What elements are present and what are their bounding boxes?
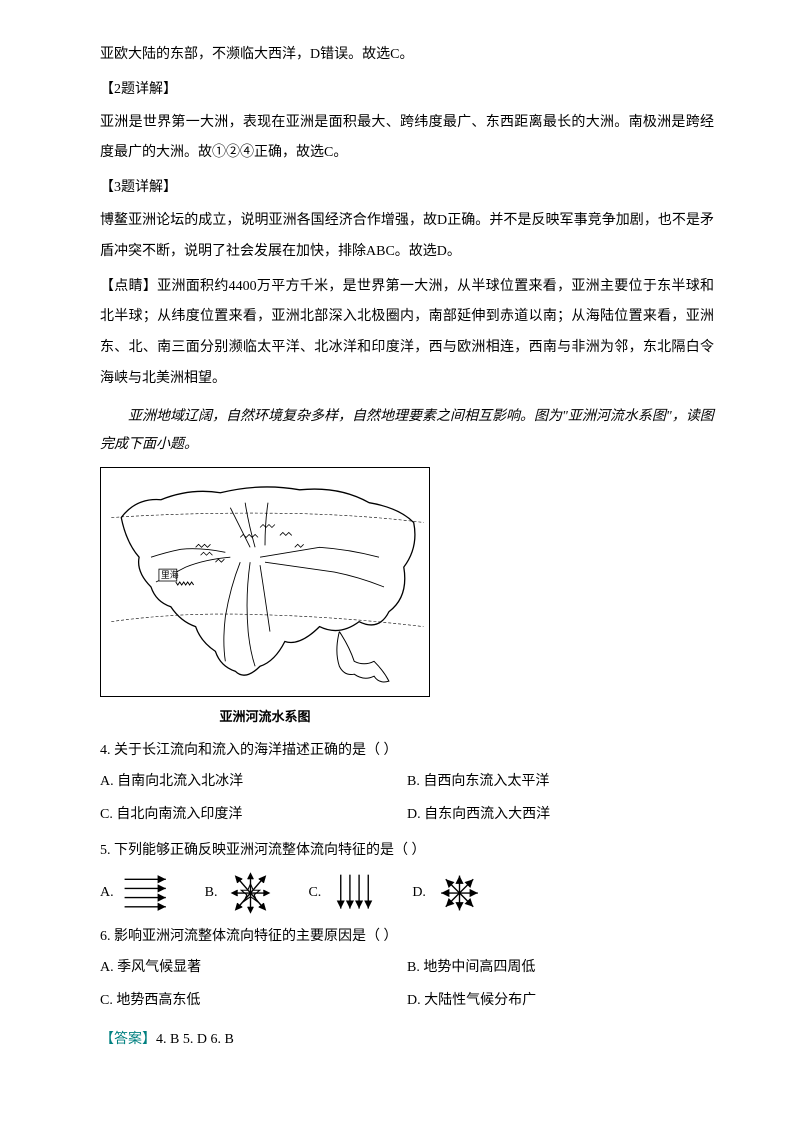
para-4-dianqing: 【点睛】亚洲面积约4400万平方千米，是世界第一大洲，从半球位置来看，亚洲主要位… xyxy=(100,272,714,395)
q6-opt-d: D. 大陆性气候分布广 xyxy=(407,986,714,1017)
q4-options-row2: C. 自北向南流入印度洋 D. 自东向西流入大西洋 xyxy=(100,800,714,831)
q5-stem: 5. 下列能够正确反映亚洲河流整体流向特征的是（ ） xyxy=(100,837,714,865)
q6-options-row2: C. 地势西高东低 D. 大陆性气候分布广 xyxy=(100,986,714,1017)
q5-label-a: A. xyxy=(100,878,114,909)
answer-text: 4. B 5. D 6. B xyxy=(156,1032,234,1047)
para-2: 亚洲是世界第一大洲，表现在亚洲是面积最大、跨纬度最广、东西距离最长的大洲。南极洲… xyxy=(100,108,714,170)
q5-icon-row: A. B. C. xyxy=(100,869,714,917)
map-label-caspian: 里海 xyxy=(161,569,179,580)
q6-opt-b: B. 地势中间高四周低 xyxy=(407,953,714,984)
answer-label: 【答案】 xyxy=(100,1032,156,1047)
q5-opt-b: B. xyxy=(205,869,279,917)
q6-opt-c: C. 地势西高东低 xyxy=(100,986,407,1017)
q4-options-row1: A. 自南向北流入北冰洋 B. 自西向东流入太平洋 xyxy=(100,767,714,798)
q6-opt-a: A. 季风气候显著 xyxy=(100,953,407,984)
q4-opt-b: B. 自西向东流入太平洋 xyxy=(407,767,714,798)
q4-opt-c: C. 自北向南流入印度洋 xyxy=(100,800,407,831)
parallel-down-icon xyxy=(327,869,382,917)
star-burst-icon xyxy=(223,869,278,917)
answer-line: 【答案】4. B 5. D 6. B xyxy=(100,1025,714,1056)
q5-label-c: C. xyxy=(308,878,321,909)
q5-label-d: D. xyxy=(412,878,426,909)
heading-q3: 【3题详解】 xyxy=(100,173,714,204)
q5-label-b: B. xyxy=(205,878,218,909)
q5-opt-d: D. xyxy=(412,869,487,917)
q5-opt-c: C. xyxy=(308,869,382,917)
para-1: 亚欧大陆的东部，不濒临大西洋，D错误。故选C。 xyxy=(100,40,714,71)
para-3: 博鳌亚洲论坛的成立，说明亚洲各国经济合作增强，故D正确。并不是反映军事竞争加剧，… xyxy=(100,206,714,268)
q4-opt-d: D. 自东向西流入大西洋 xyxy=(407,800,714,831)
q6-stem: 6. 影响亚洲河流整体流向特征的主要原因是（ ） xyxy=(100,923,714,951)
asia-rivers-map: 里海 xyxy=(100,467,430,697)
q5-opt-a: A. xyxy=(100,869,175,917)
map-svg: 里海 xyxy=(101,468,429,696)
map-caption: 亚洲河流水系图 xyxy=(100,703,430,732)
q4-stem: 4. 关于长江流向和流入的海洋描述正确的是（ ） xyxy=(100,737,714,765)
parallel-right-icon xyxy=(120,869,175,917)
heading-q2: 【2题详解】 xyxy=(100,75,714,106)
q4-opt-a: A. 自南向北流入北冰洋 xyxy=(100,767,407,798)
radial-out-icon xyxy=(432,869,487,917)
intro-text: 亚洲地域辽阔，自然环境复杂多样，自然地理要素之间相互影响。图为"亚洲河流水系图"… xyxy=(100,403,714,459)
q6-options-row1: A. 季风气候显著 B. 地势中间高四周低 xyxy=(100,953,714,984)
